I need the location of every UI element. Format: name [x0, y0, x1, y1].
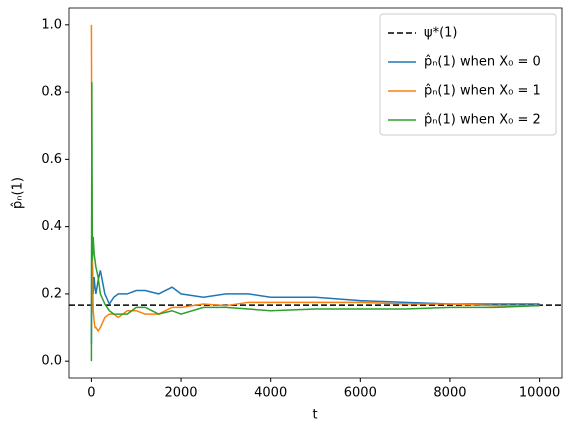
x-axis-label: t	[312, 408, 317, 423]
legend-label: p̂ₙ(1) when X₀ = 2	[424, 113, 541, 128]
x-tick-label: 8000	[433, 386, 466, 401]
data-line	[90, 81, 540, 362]
legend-box	[379, 13, 557, 136]
x-tick-label: 2000	[164, 386, 197, 401]
y-tick-label: 0.8	[41, 85, 62, 100]
data-line	[90, 24, 540, 333]
x-tick-label: 4000	[254, 386, 287, 401]
x-tick-label: 6000	[344, 386, 377, 401]
y-tick-label: 0.4	[41, 219, 62, 234]
legend-label: ψ*(1)	[424, 26, 458, 41]
y-tick-label: 1.0	[41, 17, 62, 32]
legend-label: p̂ₙ(1) when X₀ = 0	[424, 55, 541, 70]
y-tick-label: 0.2	[41, 286, 62, 301]
x-tick-label: 10000	[519, 386, 560, 401]
data-line	[90, 192, 540, 345]
plot-frame	[68, 7, 563, 379]
y-tick-label: 0.0	[41, 354, 62, 369]
legend-label: p̂ₙ(1) when X₀ = 1	[424, 84, 541, 99]
x-tick-label: 0	[87, 386, 95, 401]
y-tick-label: 0.6	[41, 152, 62, 167]
y-axis-label: p̂ₙ(1)	[11, 177, 26, 209]
